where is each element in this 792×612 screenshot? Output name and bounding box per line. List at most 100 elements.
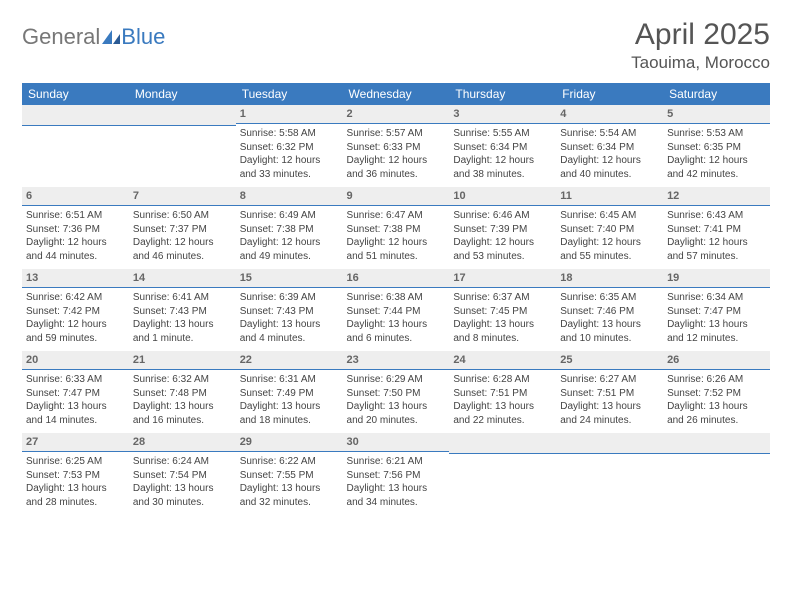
sunrise-line: Sunrise: 6:21 AM [347,455,446,469]
day-body: Sunrise: 6:42 AMSunset: 7:42 PMDaylight:… [22,288,129,349]
day-body: Sunrise: 6:24 AMSunset: 7:54 PMDaylight:… [129,452,236,513]
calendar-cell [449,433,556,515]
weekday-header: Tuesday [236,83,343,105]
day-body-empty [129,126,236,183]
calendar-cell: 30Sunrise: 6:21 AMSunset: 7:56 PMDayligh… [343,433,450,515]
sunrise-line: Sunrise: 6:41 AM [133,291,232,305]
daylight-line: Daylight: 12 hours and 53 minutes. [453,236,552,263]
daylight-line: Daylight: 13 hours and 16 minutes. [133,400,232,427]
sunset-line: Sunset: 7:52 PM [667,387,766,401]
calendar-cell: 2Sunrise: 5:57 AMSunset: 6:33 PMDaylight… [343,105,450,187]
sunrise-line: Sunrise: 6:43 AM [667,209,766,223]
weekday-header: Thursday [449,83,556,105]
daylight-line: Daylight: 13 hours and 30 minutes. [133,482,232,509]
sunset-line: Sunset: 6:32 PM [240,141,339,155]
day-number: 14 [129,269,236,288]
sunrise-line: Sunrise: 6:34 AM [667,291,766,305]
day-body: Sunrise: 5:57 AMSunset: 6:33 PMDaylight:… [343,124,450,185]
day-number: 16 [343,269,450,288]
day-body: Sunrise: 6:47 AMSunset: 7:38 PMDaylight:… [343,206,450,267]
daylight-line: Daylight: 13 hours and 8 minutes. [453,318,552,345]
daylight-line: Daylight: 12 hours and 38 minutes. [453,154,552,181]
sunset-line: Sunset: 7:43 PM [133,305,232,319]
day-body-empty [449,454,556,511]
sunrise-line: Sunrise: 6:47 AM [347,209,446,223]
sunset-line: Sunset: 7:47 PM [26,387,125,401]
day-number: 9 [343,187,450,206]
day-body: Sunrise: 6:29 AMSunset: 7:50 PMDaylight:… [343,370,450,431]
calendar-cell [22,105,129,187]
day-body: Sunrise: 6:39 AMSunset: 7:43 PMDaylight:… [236,288,343,349]
day-number: 12 [663,187,770,206]
calendar-cell: 29Sunrise: 6:22 AMSunset: 7:55 PMDayligh… [236,433,343,515]
calendar-cell: 21Sunrise: 6:32 AMSunset: 7:48 PMDayligh… [129,351,236,433]
calendar-cell: 11Sunrise: 6:45 AMSunset: 7:40 PMDayligh… [556,187,663,269]
daylight-line: Daylight: 13 hours and 28 minutes. [26,482,125,509]
daylight-line: Daylight: 12 hours and 42 minutes. [667,154,766,181]
sunrise-line: Sunrise: 6:22 AM [240,455,339,469]
day-number-empty [449,433,556,454]
day-body: Sunrise: 6:51 AMSunset: 7:36 PMDaylight:… [22,206,129,267]
calendar-cell: 9Sunrise: 6:47 AMSunset: 7:38 PMDaylight… [343,187,450,269]
daylight-line: Daylight: 12 hours and 51 minutes. [347,236,446,263]
title-block: April 2025 Taouima, Morocco [631,18,770,73]
sunset-line: Sunset: 7:51 PM [453,387,552,401]
day-number: 30 [343,433,450,452]
day-number: 18 [556,269,663,288]
sunset-line: Sunset: 6:34 PM [560,141,659,155]
day-body: Sunrise: 6:28 AMSunset: 7:51 PMDaylight:… [449,370,556,431]
sunrise-line: Sunrise: 6:25 AM [26,455,125,469]
calendar-thead: SundayMondayTuesdayWednesdayThursdayFrid… [22,83,770,105]
day-number: 21 [129,351,236,370]
daylight-line: Daylight: 13 hours and 22 minutes. [453,400,552,427]
day-number: 8 [236,187,343,206]
calendar-cell: 14Sunrise: 6:41 AMSunset: 7:43 PMDayligh… [129,269,236,351]
sunset-line: Sunset: 7:50 PM [347,387,446,401]
sunrise-line: Sunrise: 6:50 AM [133,209,232,223]
day-number: 4 [556,105,663,124]
sunset-line: Sunset: 7:56 PM [347,469,446,483]
sunset-line: Sunset: 7:53 PM [26,469,125,483]
calendar-cell: 3Sunrise: 5:55 AMSunset: 6:34 PMDaylight… [449,105,556,187]
day-number: 25 [556,351,663,370]
sunset-line: Sunset: 7:36 PM [26,223,125,237]
sunset-line: Sunset: 6:33 PM [347,141,446,155]
day-body: Sunrise: 6:50 AMSunset: 7:37 PMDaylight:… [129,206,236,267]
day-body: Sunrise: 6:33 AMSunset: 7:47 PMDaylight:… [22,370,129,431]
day-number-empty [22,105,129,126]
daylight-line: Daylight: 13 hours and 10 minutes. [560,318,659,345]
sunrise-line: Sunrise: 6:45 AM [560,209,659,223]
day-number: 17 [449,269,556,288]
day-body: Sunrise: 6:43 AMSunset: 7:41 PMDaylight:… [663,206,770,267]
daylight-line: Daylight: 13 hours and 14 minutes. [26,400,125,427]
calendar-cell: 24Sunrise: 6:28 AMSunset: 7:51 PMDayligh… [449,351,556,433]
calendar-cell: 23Sunrise: 6:29 AMSunset: 7:50 PMDayligh… [343,351,450,433]
day-body: Sunrise: 6:49 AMSunset: 7:38 PMDaylight:… [236,206,343,267]
calendar-cell [129,105,236,187]
daylight-line: Daylight: 13 hours and 6 minutes. [347,318,446,345]
sunset-line: Sunset: 7:37 PM [133,223,232,237]
day-number-empty [663,433,770,454]
calendar-cell: 17Sunrise: 6:37 AMSunset: 7:45 PMDayligh… [449,269,556,351]
day-body: Sunrise: 5:53 AMSunset: 6:35 PMDaylight:… [663,124,770,185]
daylight-line: Daylight: 13 hours and 24 minutes. [560,400,659,427]
calendar-cell: 7Sunrise: 6:50 AMSunset: 7:37 PMDaylight… [129,187,236,269]
day-number-empty [556,433,663,454]
daylight-line: Daylight: 12 hours and 44 minutes. [26,236,125,263]
sunrise-line: Sunrise: 6:28 AM [453,373,552,387]
day-number: 10 [449,187,556,206]
calendar-cell: 10Sunrise: 6:46 AMSunset: 7:39 PMDayligh… [449,187,556,269]
calendar-body: 1Sunrise: 5:58 AMSunset: 6:32 PMDaylight… [22,105,770,515]
calendar-cell: 28Sunrise: 6:24 AMSunset: 7:54 PMDayligh… [129,433,236,515]
day-body: Sunrise: 6:45 AMSunset: 7:40 PMDaylight:… [556,206,663,267]
day-number: 13 [22,269,129,288]
day-body: Sunrise: 6:21 AMSunset: 7:56 PMDaylight:… [343,452,450,513]
day-number: 15 [236,269,343,288]
daylight-line: Daylight: 12 hours and 57 minutes. [667,236,766,263]
day-body: Sunrise: 6:37 AMSunset: 7:45 PMDaylight:… [449,288,556,349]
sunrise-line: Sunrise: 6:29 AM [347,373,446,387]
sunset-line: Sunset: 7:46 PM [560,305,659,319]
daylight-line: Daylight: 12 hours and 46 minutes. [133,236,232,263]
day-body: Sunrise: 6:38 AMSunset: 7:44 PMDaylight:… [343,288,450,349]
day-number: 19 [663,269,770,288]
